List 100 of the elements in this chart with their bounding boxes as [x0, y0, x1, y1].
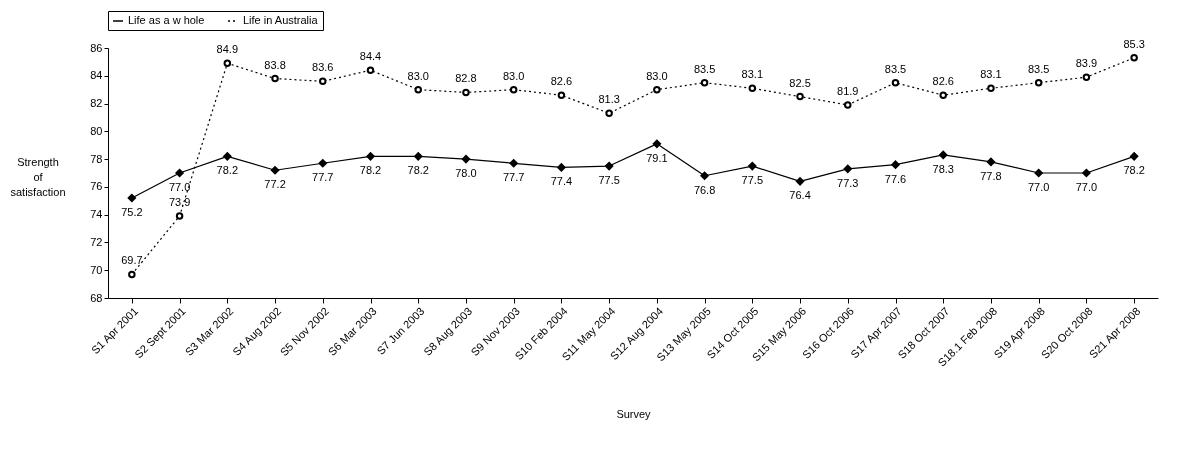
- point: [986, 157, 996, 167]
- data-label: 77.5: [598, 174, 620, 187]
- data-label: 69.7: [121, 254, 143, 267]
- point: [1034, 168, 1043, 178]
- y-tick-label: 80: [90, 124, 103, 137]
- data-label: 82.8: [455, 72, 477, 85]
- data-label: 82.5: [789, 76, 811, 89]
- point: [1129, 152, 1139, 161]
- data-label: 78.2: [359, 164, 382, 177]
- data-label: 82.6: [550, 75, 573, 88]
- data-label: 83.0: [646, 69, 668, 82]
- data-label: 81.9: [837, 84, 859, 97]
- point: [748, 84, 757, 93]
- data-label: 77.4: [550, 175, 573, 188]
- point: [605, 109, 613, 118]
- point: [319, 77, 327, 86]
- y-tick-label: 74: [90, 208, 103, 221]
- point: [223, 59, 232, 68]
- point: [509, 85, 518, 94]
- data-label: 78.3: [932, 162, 954, 175]
- point: [1082, 168, 1091, 178]
- point: [795, 177, 805, 186]
- point: [175, 168, 184, 178]
- y-tick-label: 84: [90, 69, 103, 82]
- data-label: 83.6: [312, 61, 334, 74]
- data-label: 78.2: [407, 164, 429, 177]
- point: [939, 91, 947, 99]
- legend-label: Life as a w hole: [128, 14, 205, 26]
- data-label: 79.1: [646, 151, 668, 164]
- point: [987, 84, 995, 93]
- y-tick-label: 86: [90, 41, 103, 54]
- point: [461, 154, 471, 164]
- point: [748, 161, 757, 171]
- data-label: 78.0: [455, 167, 477, 180]
- point: [700, 171, 709, 180]
- point: [270, 166, 280, 175]
- data-label: 83.9: [1075, 57, 1098, 70]
- y-tick-label: 78: [90, 152, 103, 165]
- point: [844, 101, 852, 109]
- data-label: 84.9: [216, 43, 239, 56]
- data-label: 77.6: [884, 172, 907, 185]
- y-tick-label: 82: [90, 97, 103, 110]
- point: [223, 152, 232, 161]
- x-axis-title: Survey: [616, 407, 652, 420]
- data-label: 75.2: [121, 206, 143, 218]
- data-label: 78.2: [1123, 164, 1145, 177]
- data-label: 76.8: [693, 183, 716, 196]
- point: [891, 160, 900, 169]
- data-label: 81.3: [598, 93, 620, 106]
- point: [557, 91, 566, 99]
- data-label: 83.0: [407, 69, 429, 82]
- data-label: 83.1: [980, 68, 1002, 81]
- data-label: 77.7: [502, 171, 525, 184]
- point: [891, 78, 900, 87]
- data-label: 77.0: [168, 181, 191, 193]
- y-tick-label: 70: [90, 263, 103, 276]
- data-label: 77.3: [837, 176, 859, 189]
- point: [939, 150, 948, 160]
- data-label: 82.6: [932, 75, 954, 88]
- y-tick-label: 72: [90, 235, 103, 248]
- point: [509, 159, 518, 168]
- data-label: 73.9: [168, 196, 191, 209]
- y-tick-label: 68: [90, 291, 103, 304]
- legend-label: Life in Australia: [243, 14, 319, 26]
- point: [652, 139, 662, 148]
- point: [653, 85, 661, 94]
- point: [604, 161, 614, 171]
- data-label: 78.2: [216, 164, 239, 177]
- data-label: 84.4: [359, 50, 382, 63]
- point: [175, 212, 184, 220]
- data-label: 77.0: [1075, 181, 1098, 193]
- point: [414, 152, 423, 161]
- point: [127, 193, 137, 203]
- data-label: 83.1: [741, 68, 764, 81]
- point: [318, 159, 327, 168]
- point: [1082, 73, 1091, 81]
- point: [462, 88, 470, 97]
- point: [1034, 78, 1043, 87]
- point: [366, 152, 375, 161]
- point: [414, 85, 422, 94]
- data-label: 77.7: [312, 171, 334, 184]
- y-axis-title: Strength of satisfaction: [10, 156, 66, 198]
- point: [843, 164, 852, 173]
- point: [700, 78, 709, 87]
- point: [796, 92, 804, 101]
- point: [557, 163, 566, 172]
- data-label: 83.5: [693, 62, 716, 75]
- point: [271, 74, 279, 83]
- data-label: 83.8: [264, 58, 286, 71]
- data-label: 77.2: [264, 178, 286, 191]
- data-label: 76.4: [789, 189, 811, 202]
- data-label: 77.8: [980, 169, 1002, 182]
- data-label: 77.5: [741, 174, 764, 187]
- data-label: 77.0: [1027, 181, 1050, 193]
- point: [1130, 53, 1138, 62]
- data-label: 83.5: [1027, 62, 1050, 75]
- data-label: 83.0: [502, 69, 525, 82]
- point: [366, 66, 375, 74]
- y-tick-label: 76: [90, 180, 103, 193]
- data-label: 85.3: [1123, 37, 1145, 50]
